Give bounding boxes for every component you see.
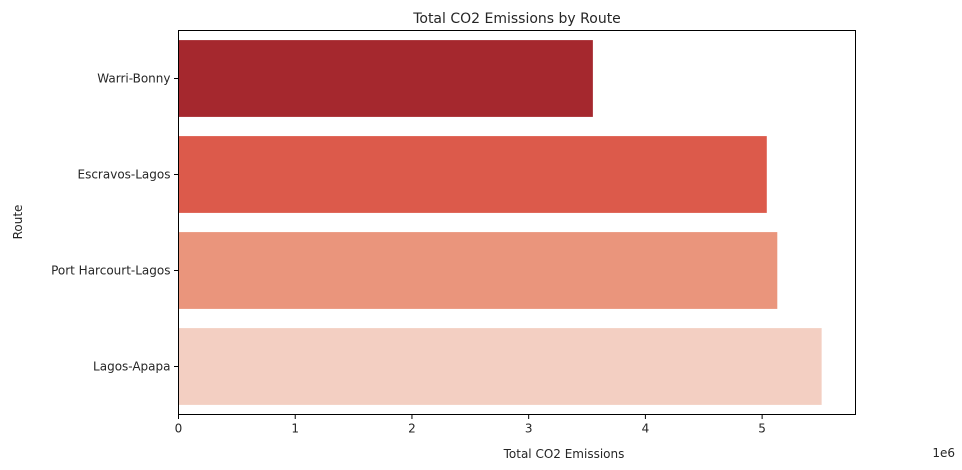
bars-group [178, 40, 822, 405]
bar-warri-bonny [178, 40, 593, 117]
x-tick-label: 0 [175, 422, 183, 436]
plot-frame [178, 30, 856, 415]
x-tick-label: 2 [408, 422, 416, 436]
x-tick-label: 1 [291, 422, 299, 436]
y-tick-label: Lagos-Apapa [93, 360, 170, 374]
bar-port-harcourt-lagos [178, 232, 778, 309]
x-axis-ticks: 0 1 2 3 4 5 [175, 414, 766, 436]
y-axis-label: Route [11, 205, 25, 240]
x-tick-label: 5 [758, 422, 766, 436]
x-axis-offset-text: 1e6 [932, 446, 955, 460]
y-tick-label: Warri-Bonny [97, 72, 170, 86]
bar-escravos-lagos [178, 136, 767, 213]
chart-title: Total CO2 Emissions by Route [412, 11, 621, 27]
bar-lagos-apapa [178, 328, 822, 405]
x-tick-label: 4 [642, 422, 650, 436]
y-axis-ticks: Warri-Bonny Escravos-Lagos Port Harcourt-L… [51, 72, 179, 374]
y-tick-label: Port Harcourt-Lagos [51, 264, 170, 278]
x-axis-label: Total CO2 Emissions [503, 447, 625, 461]
y-tick-label: Escravos-Lagos [78, 168, 171, 182]
x-tick-label: 3 [525, 422, 533, 436]
